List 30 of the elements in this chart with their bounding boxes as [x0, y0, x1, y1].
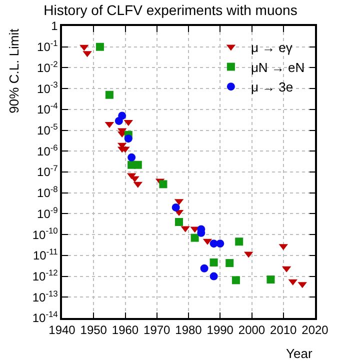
y-tick-label: 10$^{-7}$: [37, 163, 58, 180]
x-tick-label: 1990: [206, 323, 234, 338]
y-tick-label: 10$^{-10}$: [32, 226, 58, 242]
x-axis-title: Year: [286, 346, 313, 361]
legend-label: μ → eγ: [250, 40, 293, 55]
y-axis-title: 90% C.L. Limit: [6, 28, 22, 114]
x-tick-label: 1950: [80, 323, 108, 338]
x-tick-label: 2010: [270, 323, 298, 338]
x-tick-label: 1970: [144, 323, 171, 338]
y-tick-label: 10$^{-11}$: [33, 246, 58, 263]
chart-title: History of CLFV experiments with muons: [44, 2, 298, 18]
y-tick-label: 10$^{-13}$: [32, 288, 58, 304]
x-tick-label: 2000: [238, 323, 266, 338]
y-tick-label: 10$^{-8}$: [37, 184, 58, 200]
y-tick-label: 10$^{-12}$: [32, 267, 58, 284]
x-tick-label: 1960: [112, 323, 139, 338]
y-tick-label: 10$^{-4}$: [37, 100, 58, 117]
y-tick-label: 10$^{-3}$: [37, 80, 58, 96]
legend-label: μ → 3e: [250, 80, 294, 95]
y-tick-label: 10$^{-1}$: [37, 38, 58, 54]
y-tick-label: 1: [51, 19, 58, 34]
x-tick-label: 1980: [175, 323, 202, 338]
y-tick-label: 10$^{-5}$: [37, 121, 58, 138]
legend-label: μN → eN: [250, 60, 305, 75]
x-tick-label: 2020: [302, 323, 329, 338]
y-tick-label: 10$^{-9}$: [37, 204, 58, 221]
y-tick-label: 10$^{-2}$: [37, 58, 58, 75]
x-tick-label: 1940: [48, 323, 76, 338]
y-tick-label: 10$^{-14}$: [32, 309, 58, 326]
y-tick-label: 10$^{-6}$: [37, 142, 58, 158]
